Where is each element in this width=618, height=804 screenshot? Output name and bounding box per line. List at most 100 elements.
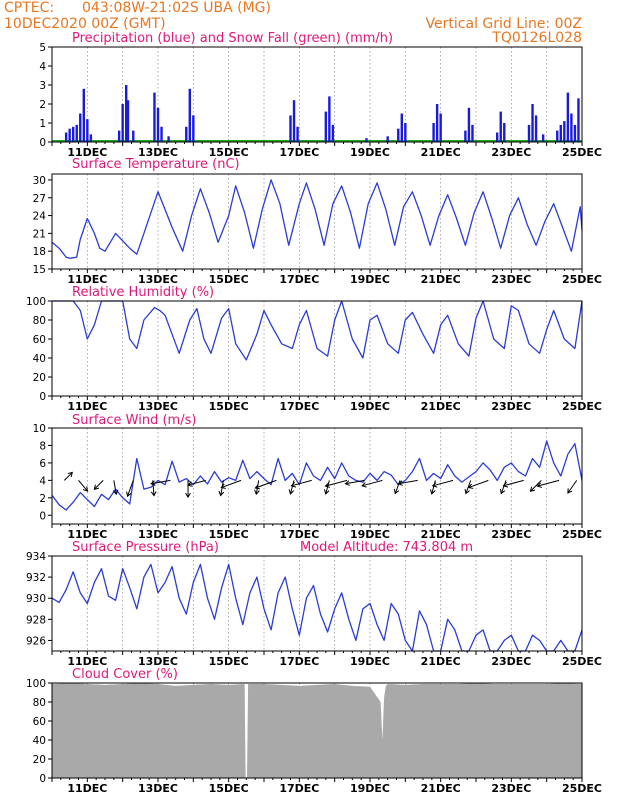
y-tick-label: 24 <box>33 211 47 223</box>
wind-arrow-head <box>464 488 470 495</box>
x-tick-label: 11DEC <box>67 146 107 159</box>
precip-bar <box>404 123 407 142</box>
precip-bar <box>570 113 573 142</box>
y-tick-label: 5 <box>39 42 46 54</box>
x-tick-label: 17DEC <box>279 400 319 413</box>
wind-arrow <box>64 472 73 481</box>
y-tick-label: 20 <box>33 754 46 766</box>
wind-arrow-head <box>290 482 297 488</box>
x-tick-label: 13DEC <box>138 655 178 668</box>
x-tick-label: 17DEC <box>279 655 319 668</box>
wind-arrow-head <box>218 490 225 497</box>
panel-3: Surface Wind (m/s) 0 2 4 6 8 10 11DEC 13DEC 15DEC… <box>33 413 602 541</box>
precip-bar <box>531 104 534 142</box>
precip-bar <box>68 128 71 142</box>
header-source: CPTEC: <box>4 0 54 16</box>
header-location: 043:08W-21:02S UBA (MG) <box>82 0 271 16</box>
y-tick-label: 928 <box>26 614 46 626</box>
wind-arrow-head <box>536 482 543 488</box>
x-tick-label: 15DEC <box>209 273 249 286</box>
x-tick-label: 11DEC <box>67 528 107 541</box>
y-tick-label: 0 <box>39 137 46 149</box>
precip-bar <box>132 130 135 142</box>
x-tick-label: 19DEC <box>350 400 390 413</box>
wind-arrow <box>152 480 155 496</box>
x-tick-label: 25DEC <box>562 146 602 159</box>
x-tick-label: 21DEC <box>421 655 461 668</box>
precip-bar <box>126 100 130 142</box>
wind-arrow <box>345 479 365 485</box>
panel-title: Surface Pressure (hPa) <box>72 540 219 555</box>
wind-arrow <box>537 479 560 487</box>
wind-arrow <box>325 479 348 487</box>
precip-bar <box>331 124 335 142</box>
wind-arrow-head <box>499 488 506 495</box>
wind-arrow-head <box>431 482 438 488</box>
precip-bar <box>559 124 562 142</box>
precip-bar <box>89 134 93 142</box>
x-tick-label: 17DEC <box>279 146 319 159</box>
x-tick-label: 19DEC <box>350 528 390 541</box>
y-tick-label: 18 <box>33 246 46 258</box>
x-tick-label: 13DEC <box>138 273 178 286</box>
wind-arrow <box>150 479 171 485</box>
wind-arrow-head <box>187 481 193 487</box>
wind-arrow <box>468 479 489 489</box>
wind-arrow <box>432 479 454 487</box>
precip-bar <box>328 96 331 142</box>
wind-arrow <box>567 480 578 494</box>
y-tick-label: 40 <box>33 353 46 365</box>
y-tick-label: 30 <box>33 175 46 187</box>
precip-bar <box>167 136 170 142</box>
x-tick-label: 23DEC <box>491 655 531 668</box>
y-tick-label: 2 <box>39 99 46 111</box>
wind-arrow-head <box>361 482 367 488</box>
panel-title: Surface Temperature (nC) <box>72 157 240 172</box>
precip-bar <box>160 126 163 142</box>
panel-title: Cloud Cover (%) <box>72 667 178 682</box>
y-tick-label: 10 <box>33 423 46 435</box>
precip-bar <box>64 132 68 142</box>
y-tick-label: 0 <box>39 510 46 522</box>
y-tick-label: 4 <box>39 61 46 73</box>
x-tick-label: 21DEC <box>421 273 461 286</box>
precip-bar <box>534 115 538 142</box>
wind-arrow-head <box>397 480 403 486</box>
x-tick-label: 15DEC <box>209 400 249 413</box>
x-tick-label: 23DEC <box>491 400 531 413</box>
x-tick-label: 17DEC <box>279 528 319 541</box>
wind-arrow-head <box>112 489 119 496</box>
y-tick-label: 100 <box>26 678 46 690</box>
precip-bar <box>432 123 435 142</box>
header-model-code: TQ0126L028 <box>491 30 582 46</box>
precip-bar <box>125 85 128 142</box>
x-tick-label: 11DEC <box>67 655 107 668</box>
x-tick-label: 15DEC <box>209 782 249 795</box>
wind-arrow-head <box>220 483 226 489</box>
precip-bar <box>471 124 474 142</box>
y-tick-label: 0 <box>39 391 46 403</box>
wind-arrow-head <box>126 491 132 498</box>
wind-arrow-head <box>150 491 157 497</box>
series-line <box>52 300 583 361</box>
series-line <box>51 563 583 652</box>
precip-bar <box>153 92 156 142</box>
x-tick-label: 19DEC <box>350 273 390 286</box>
x-tick-label: 23DEC <box>491 528 531 541</box>
x-tick-label: 17DEC <box>279 782 319 795</box>
wind-arrow <box>113 480 117 495</box>
wind-arrow-head <box>529 486 536 492</box>
precip-bar <box>121 104 124 142</box>
y-tick-label: 934 <box>26 551 46 563</box>
wind-arrow <box>255 479 277 489</box>
x-tick-label: 25DEC <box>562 528 602 541</box>
x-tick-label: 15DEC <box>209 146 249 159</box>
panels: Precipitation (blue) and Snow Fall (gree… <box>26 31 602 795</box>
panel-1: Surface Temperature (nC) 15 18 21 24 27 30 11DE… <box>33 157 602 286</box>
wind-arrow <box>127 480 134 497</box>
x-tick-label: 19DEC <box>350 782 390 795</box>
precip-bar <box>79 113 82 142</box>
precip-bar <box>292 100 296 142</box>
